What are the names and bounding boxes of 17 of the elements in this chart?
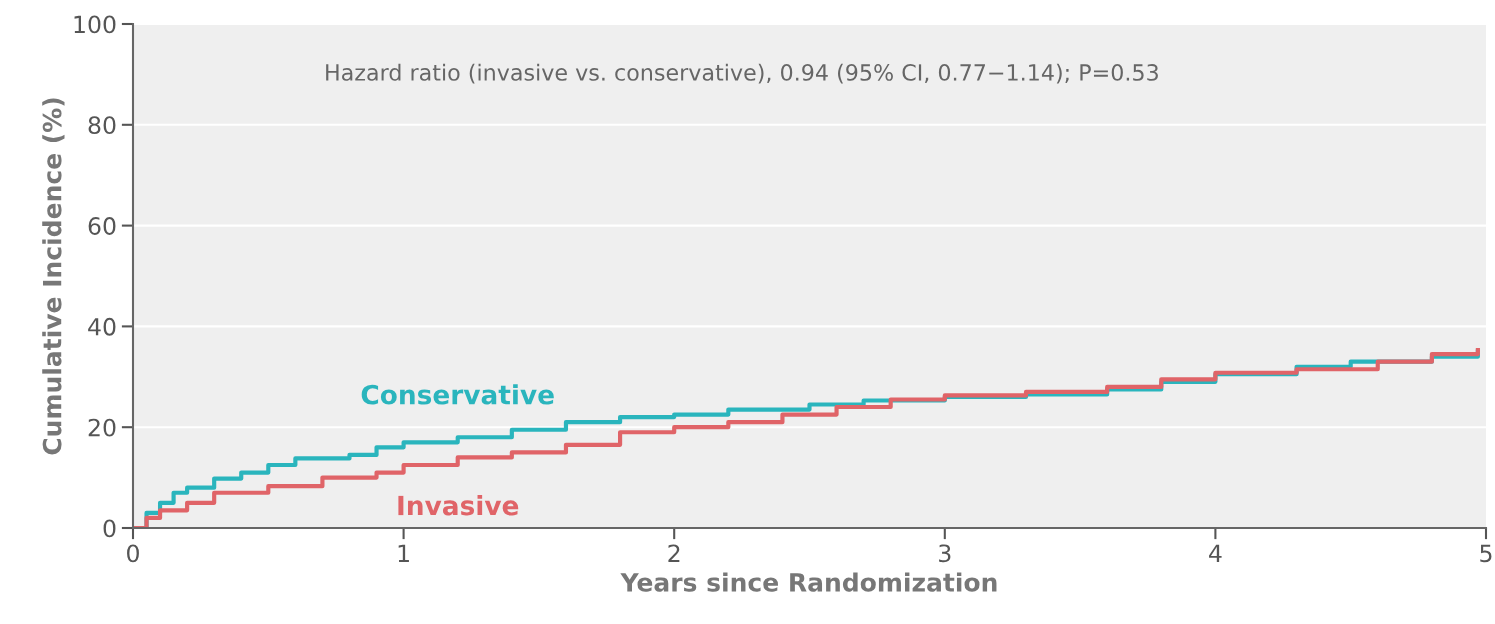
x-tick-label: 2 (668, 544, 680, 562)
series-label: Invasive (398, 495, 519, 516)
y-tick-label: 100 (74, 15, 116, 34)
series-label: Conservative (361, 384, 554, 405)
y-tick-label: 80 (88, 116, 116, 135)
x-tick-label: 5 (1480, 544, 1492, 563)
x-tick-label: 1 (398, 544, 409, 562)
y-tick-label: 40 (88, 317, 116, 336)
x-tick-label: 4 (1209, 544, 1222, 562)
y-axis-title: Cumulative Incidence (%) (42, 98, 65, 455)
x-tick-label: 0 (127, 544, 139, 563)
y-tick-label: 20 (88, 418, 116, 437)
y-tick-label: 60 (88, 217, 116, 235)
annotation: Hazard ratio (invasive vs. conservative), 0.94 (95% CI, 0.77−1.14); P=0.53 (326, 63, 1158, 84)
y-tick-label: 0 (103, 519, 116, 538)
x-tick-label: 3 (939, 544, 951, 563)
x-axis-title: Years since Randomization (620, 572, 997, 592)
